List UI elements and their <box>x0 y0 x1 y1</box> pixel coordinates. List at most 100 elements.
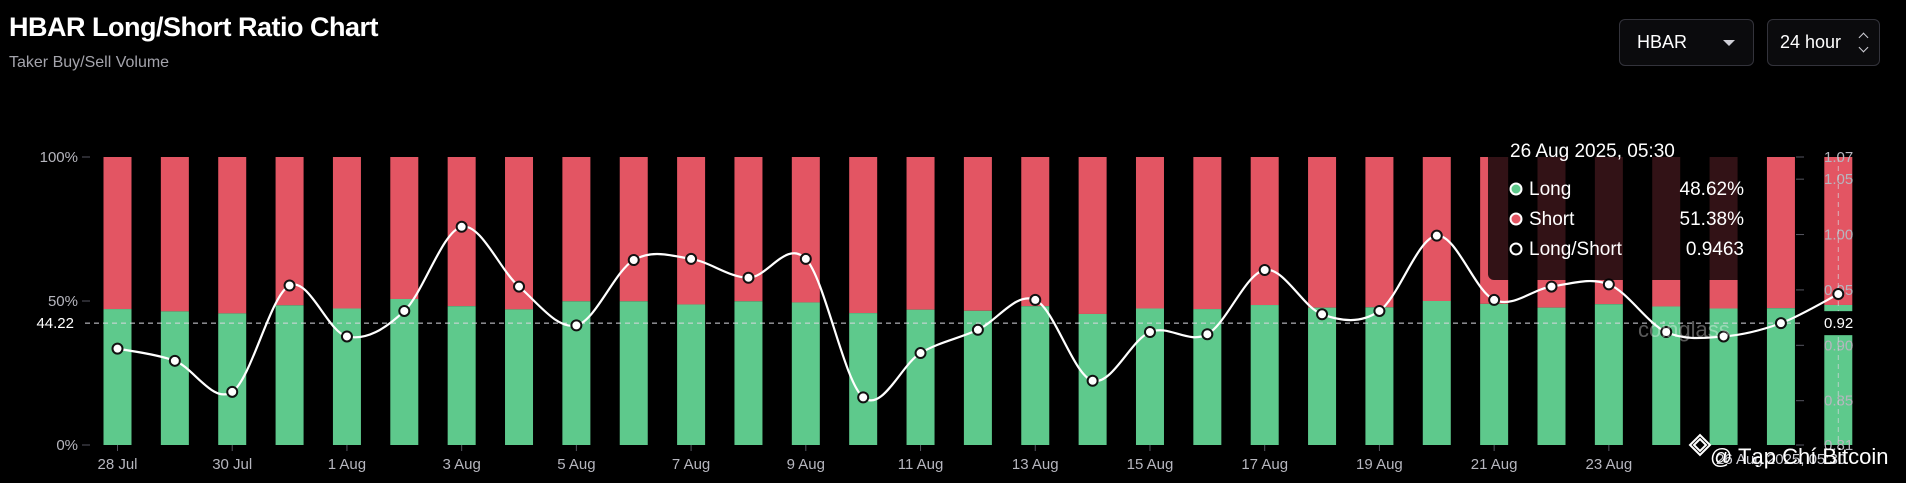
short-bar <box>906 157 935 310</box>
short-bar <box>1365 157 1394 308</box>
left-axis-tick-label: 0% <box>56 437 78 454</box>
x-axis-tick-label: 23 Aug <box>1586 456 1633 473</box>
coin-select[interactable]: HBAR <box>1619 19 1754 66</box>
x-axis-tick-label: 13 Aug <box>1012 456 1059 473</box>
crosshair-right-label: 0.92 <box>1824 315 1853 332</box>
short-bar <box>1135 157 1164 309</box>
short-bar <box>619 157 648 302</box>
right-axis-tick-label: 1.00 <box>1824 227 1853 244</box>
short-bar <box>1308 157 1337 308</box>
ratio-point <box>1373 304 1386 317</box>
tooltip-background <box>1488 126 1752 280</box>
tooltip-row-value: 0.9463 <box>1686 239 1744 260</box>
bars-layer <box>103 157 1853 445</box>
coin-select-value: HBAR <box>1637 32 1688 52</box>
long-bar <box>1766 308 1795 445</box>
x-axis-tick-label: 19 Aug <box>1356 456 1403 473</box>
diamond-logo-icon <box>1688 433 1712 457</box>
long-bar <box>1021 306 1050 445</box>
short-bar <box>218 157 247 314</box>
right-axis-tick-label: 0.81 <box>1824 437 1853 454</box>
x-axis-tick-label: 3 Aug <box>442 456 480 473</box>
long-bar <box>1308 307 1337 445</box>
long-bar <box>103 309 132 445</box>
ratio-point <box>1316 308 1329 321</box>
range-select[interactable]: 24 hour <box>1767 19 1880 66</box>
tooltip-dot <box>1509 242 1523 256</box>
long-bar <box>734 301 763 445</box>
crosshair-left-label-bg <box>24 311 80 336</box>
long-bar <box>1365 307 1394 445</box>
short-bar <box>1766 157 1795 309</box>
axes-layer: 0%50%100%0.810.850.900.951.001.051.0728 … <box>24 149 1864 473</box>
ratio-point <box>398 304 411 317</box>
short-bar <box>390 157 419 299</box>
page-subtitle: Taker Buy/Sell Volume <box>9 54 170 71</box>
x-axis-tick-label: 15 Aug <box>1127 456 1174 473</box>
short-bar <box>963 157 992 311</box>
ratio-point <box>1602 278 1615 291</box>
long-bar <box>1250 305 1279 445</box>
tooltip-row-label: Short <box>1529 209 1575 230</box>
chart-tooltip: 26 Aug 2025, 05:30 Long 48.62% Short 51.38% L… <box>1488 126 1752 280</box>
left-axis-tick-label: 50% <box>48 293 78 310</box>
long-bar <box>1422 301 1451 445</box>
ratio-point <box>513 280 526 293</box>
short-bar <box>1078 157 1107 314</box>
short-bar <box>791 157 820 303</box>
x-axis-tick-label: 30 Jul <box>212 456 252 473</box>
right-axis-tick-label: 0.90 <box>1824 337 1853 354</box>
long-bar <box>849 313 878 445</box>
long-bar <box>275 305 304 445</box>
short-bar <box>332 157 361 309</box>
ratio-point <box>857 391 870 404</box>
ratio-point <box>283 279 296 292</box>
x-axis-tick-label: 7 Aug <box>672 456 710 473</box>
ratio-point <box>971 323 984 336</box>
coinglass-watermark: coinglass <box>1638 317 1730 342</box>
tooltip-row-label: Long <box>1529 179 1571 200</box>
short-bar <box>1021 157 1050 307</box>
tooltip-row-value: 51.38% <box>1680 209 1745 230</box>
short-bar <box>849 157 878 314</box>
ratio-point <box>1774 317 1787 330</box>
ratio-point <box>627 254 640 267</box>
ratio-point <box>1143 326 1156 339</box>
long-bar <box>1594 304 1623 445</box>
ratio-point <box>340 330 353 343</box>
ratio-point <box>799 252 812 265</box>
date-watermark: 26 Aug 2025, 05:30 <box>1716 451 1846 468</box>
ratio-point <box>226 385 239 398</box>
long-bar <box>447 306 476 445</box>
ratio-point <box>1201 328 1214 341</box>
short-bar <box>1422 157 1451 301</box>
ratio-point <box>570 319 583 332</box>
x-axis-tick-label: 17 Aug <box>1241 456 1288 473</box>
site-watermark: @ Tạp Chí Bitcoin <box>1710 444 1888 469</box>
tooltip-dot <box>1509 212 1523 226</box>
short-bar <box>562 157 591 302</box>
ratio-point <box>1488 293 1501 306</box>
x-axis-tick-label: 9 Aug <box>787 456 825 473</box>
long-bar <box>1537 307 1566 445</box>
ratio-point <box>742 271 755 284</box>
page-title: HBAR Long/Short Ratio Chart <box>9 12 378 42</box>
ratio-point <box>1660 326 1673 339</box>
short-bar <box>160 157 189 312</box>
x-axis-tick-label: 1 Aug <box>328 456 366 473</box>
long-bar <box>505 309 534 445</box>
ratio-point <box>1545 280 1558 293</box>
short-bar <box>1250 157 1279 306</box>
watermark-layer: coinglass 26 Aug 2025, 05:30@ Tạp Chí Bit… <box>1638 317 1888 469</box>
x-axis-tick-label: 21 Aug <box>1471 456 1518 473</box>
long-bar <box>791 302 820 445</box>
ratio-point <box>685 252 698 265</box>
tooltip-row-label: Long/Short <box>1529 239 1623 260</box>
ratio-point <box>111 342 124 355</box>
ratio-line-layer <box>111 220 1845 404</box>
ratio-point <box>455 220 468 233</box>
ratio-point <box>1717 330 1730 343</box>
short-bar <box>1193 157 1222 310</box>
range-select-value: 24 hour <box>1780 32 1842 52</box>
